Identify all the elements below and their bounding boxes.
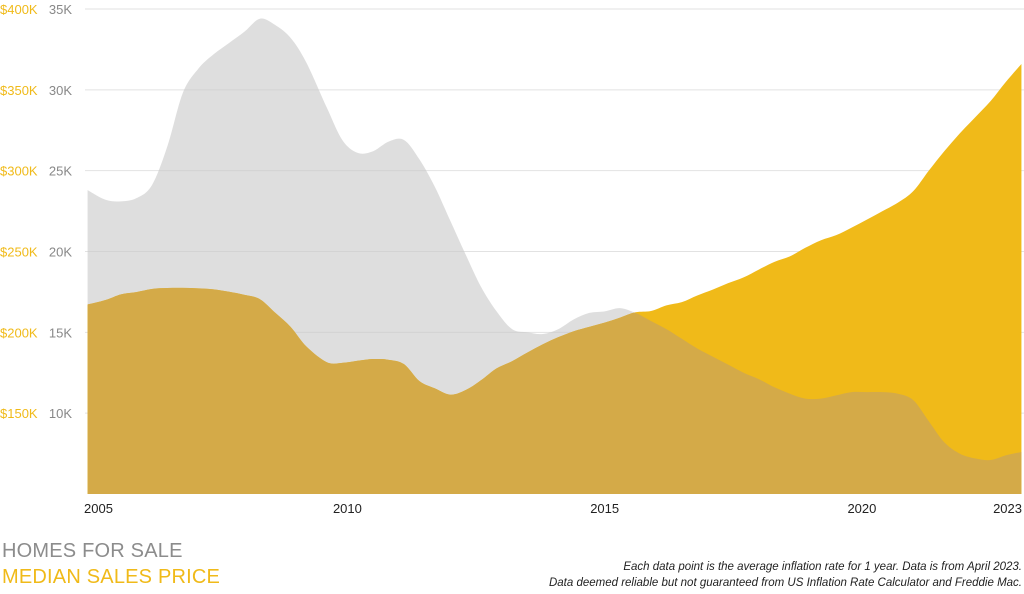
right-tick-label: 25K [49, 164, 72, 179]
right-axis-ticks: 10K 15K 20K 25K 30K 35K [49, 2, 72, 421]
area-chart: $150K $200K $250K $300K $350K $400K 10K 15K 20K… [0, 2, 1024, 516]
footnote-line-2: Data deemed reliable but not guaranteed … [548, 577, 1022, 589]
x-tick-label: 2023 [993, 501, 1022, 516]
right-tick-label: 30K [49, 83, 72, 98]
right-tick-label: 10K [49, 406, 72, 421]
left-tick-label: $400K [0, 2, 38, 17]
x-tick-label: 2005 [84, 501, 113, 516]
footnote-line-1: Each data point is the average inflation… [623, 561, 1022, 573]
left-axis-ticks: $150K $200K $250K $300K $350K $400K [0, 2, 38, 421]
series-areas [87, 18, 1022, 495]
left-tick-label: $150K [0, 406, 38, 421]
x-tick-label: 2020 [847, 501, 876, 516]
x-axis-ticks: 2005 2010 2015 2020 2023 [84, 501, 1022, 516]
left-tick-label: $350K [0, 83, 38, 98]
right-tick-label: 20K [49, 245, 72, 260]
legend-homes-for-sale: HOMES FOR SALE [2, 540, 183, 562]
x-tick-label: 2015 [590, 501, 619, 516]
left-tick-label: $200K [0, 325, 38, 340]
right-tick-label: 15K [49, 325, 72, 340]
right-tick-label: 35K [49, 2, 72, 17]
legend-median-sales-price: MEDIAN SALES PRICE [2, 566, 221, 588]
x-tick-label: 2010 [333, 501, 362, 516]
left-tick-label: $300K [0, 164, 38, 179]
left-tick-label: $250K [0, 245, 38, 260]
